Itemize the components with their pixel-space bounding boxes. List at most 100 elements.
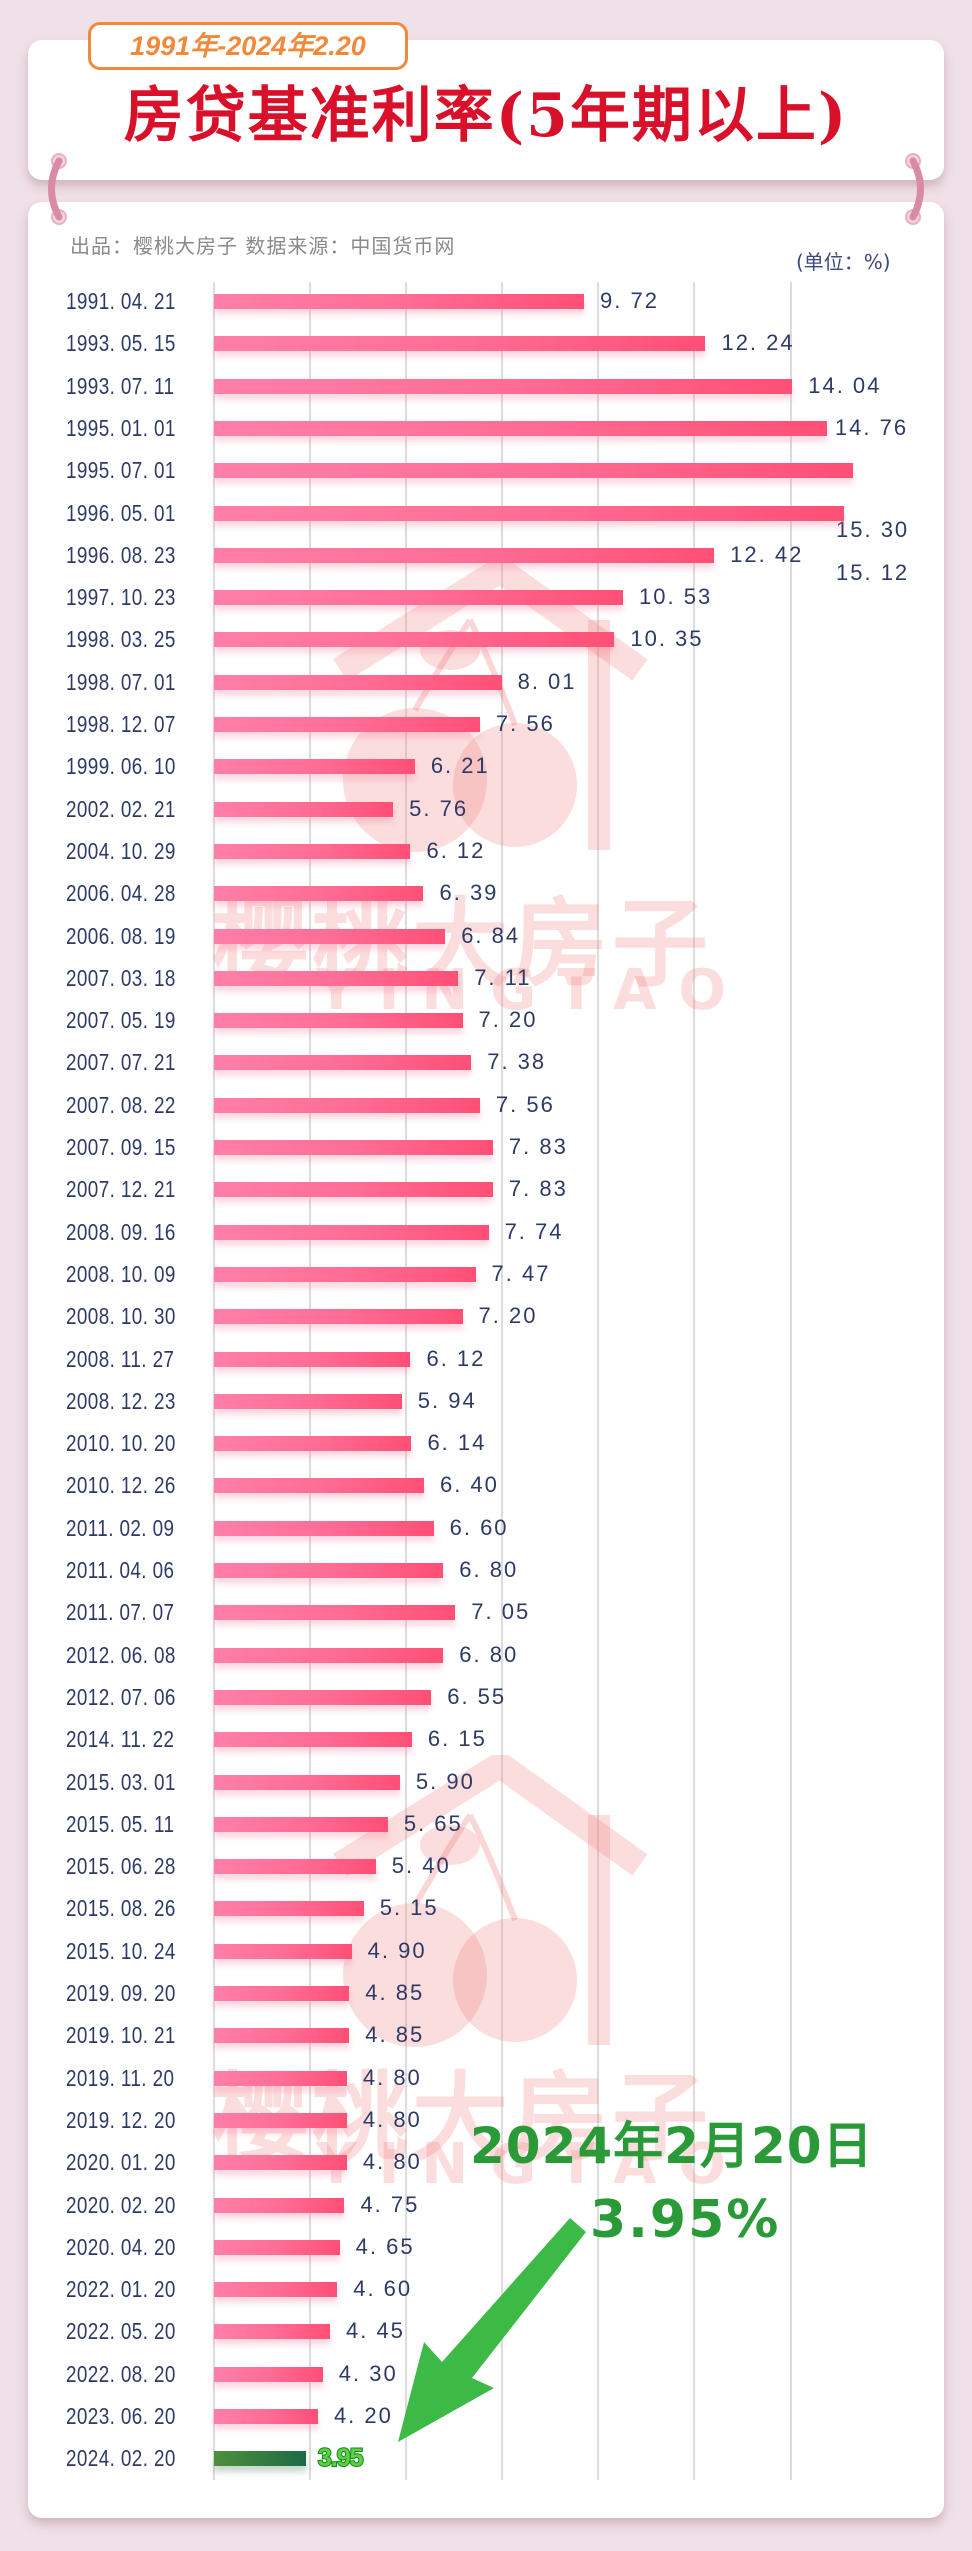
value-label: 6. 60 (449, 1514, 509, 1540)
chart-title: 房贷基准利率(5年期以上) (123, 81, 849, 151)
bar-row: 2006. 08. 19 6. 84 (0, 915, 972, 957)
bar (214, 1097, 480, 1113)
bar (214, 1901, 364, 1917)
category-label: 2015. 03. 01 (66, 1768, 176, 1795)
bar (214, 294, 584, 309)
category-label: 2012. 06. 08 (66, 1641, 176, 1668)
category-label: 2008. 11. 27 (66, 1345, 175, 1372)
bar-row: 1991. 04. 21 9. 72 (0, 280, 972, 322)
value-label: 5. 90 (415, 1768, 475, 1794)
value-label: 14. 76 (834, 414, 909, 440)
value-label: 6. 15 (427, 1726, 487, 1752)
value-label: 14. 04 (808, 372, 882, 398)
bar (214, 1393, 402, 1409)
bar-row: 2007. 05. 19 7. 20 (0, 999, 972, 1041)
gridline (405, 282, 407, 2480)
category-label: 2008. 12. 23 (66, 1387, 176, 1414)
bar-row: 2019. 12. 20 4. 80 (0, 2099, 972, 2141)
bar-row: 2007. 07. 21 7. 38 (0, 1041, 972, 1083)
bar-row: 1998. 07. 01 8. 01 (0, 661, 972, 703)
category-label: 1998. 03. 25 (66, 626, 176, 653)
bar-row: 2008. 12. 23 5. 94 (0, 1380, 972, 1422)
value-label: 4. 30 (338, 2360, 398, 2386)
value-label: 5. 76 (409, 795, 469, 821)
value-label: 5. 94 (417, 1387, 477, 1413)
bar-row: 2007. 03. 18 7. 11 (0, 957, 972, 999)
bar (214, 1563, 444, 1578)
value-label: 4. 75 (360, 2191, 420, 2217)
bar (214, 1266, 476, 1282)
bar-row: 1993. 07. 11 14. 04 (0, 365, 972, 407)
bar-row: 2002. 02. 21 5. 76 (0, 788, 972, 830)
bar (214, 2409, 318, 2424)
bar-row: 1996. 05. 01 15. 12 (0, 492, 972, 585)
bar-row: 2008. 09. 16 7. 74 (0, 1211, 972, 1253)
bar-row: 2006. 04. 28 6. 39 (0, 872, 972, 914)
value-label: 15. 30 (836, 517, 910, 543)
bar (214, 1013, 463, 1029)
category-label: 2004. 10. 29 (66, 837, 176, 864)
value-label: 7. 83 (508, 1176, 568, 1202)
bar (214, 1816, 388, 1832)
category-label: 2015. 06. 28 (66, 1853, 176, 1880)
value-label: 4. 80 (362, 2106, 422, 2132)
bar-row: 2004. 10. 29 6. 12 (0, 830, 972, 872)
category-label: 2007. 05. 19 (66, 1007, 176, 1034)
category-label: 2019. 11. 20 (66, 2064, 175, 2091)
bar-row: 2007. 09. 15 7. 83 (0, 1126, 972, 1168)
category-label: 2020. 01. 20 (66, 2149, 176, 2176)
value-label: 4. 45 (345, 2318, 405, 2344)
gridline (501, 282, 503, 2480)
bar-row: 1995. 07. 01 15. 30 (0, 449, 972, 542)
category-label: 2007. 08. 22 (66, 1091, 176, 1118)
category-label: 2011. 04. 06 (66, 1557, 175, 1583)
bar (214, 505, 845, 521)
bar (214, 2366, 323, 2382)
category-label: 1996. 05. 01 (66, 499, 176, 526)
category-label: 2007. 09. 15 (66, 1134, 176, 1160)
bar-row: 2022. 05. 20 4. 45 (0, 2310, 972, 2352)
category-label: 2008. 09. 16 (66, 1218, 176, 1245)
bar (214, 928, 446, 944)
category-label: 1997. 10. 23 (66, 584, 176, 611)
category-label: 2022. 05. 20 (66, 2318, 176, 2345)
bar (214, 547, 715, 563)
bar (214, 336, 706, 352)
value-label: 15. 12 (836, 559, 910, 585)
bar (214, 1436, 412, 1452)
bar (214, 420, 827, 436)
value-label: 4. 60 (353, 2276, 413, 2302)
bar-row: 1998. 03. 25 10. 35 (0, 618, 972, 660)
bar (214, 1689, 432, 1705)
bar (214, 1605, 456, 1621)
bar (214, 759, 415, 775)
category-label: 2019. 10. 21 (66, 2022, 176, 2049)
bar-row: 2011. 02. 09 6. 60 (0, 1507, 972, 1549)
bar (214, 1986, 350, 2001)
category-label: 2024. 02. 20 (66, 2445, 176, 2472)
value-label: 7. 47 (491, 1260, 551, 1286)
category-label: 2011. 07. 07 (66, 1599, 175, 1626)
category-label: 2010. 10. 20 (66, 1430, 176, 1457)
category-label: 1996. 08. 23 (66, 541, 176, 568)
bar (214, 1732, 412, 1748)
bar (214, 2028, 350, 2044)
value-label: 6. 21 (430, 753, 490, 779)
bar (214, 378, 793, 394)
highlight-bar (214, 2451, 306, 2467)
category-label: 2011. 02. 09 (66, 1514, 175, 1541)
bar-row: 2007. 12. 21 7. 83 (0, 1168, 972, 1210)
bar-row: 2022. 08. 20 4. 30 (0, 2353, 972, 2395)
value-label: 7. 74 (504, 1218, 564, 1244)
value-label: 7. 20 (478, 1303, 538, 1329)
value-label: 7. 56 (495, 1091, 555, 1117)
bar-row: 2019. 10. 21 4. 85 (0, 2014, 972, 2056)
bar (214, 970, 459, 986)
value-label: 5. 15 (379, 1895, 439, 1921)
value-label: 4. 80 (362, 2064, 422, 2090)
bar (214, 1859, 376, 1875)
category-label: 2022. 01. 20 (66, 2276, 176, 2303)
bar-row: 2007. 08. 22 7. 56 (0, 1084, 972, 1126)
category-label: 2014. 11. 22 (66, 1726, 175, 1753)
bar-row: 1996. 08. 23 12. 42 (0, 534, 972, 576)
